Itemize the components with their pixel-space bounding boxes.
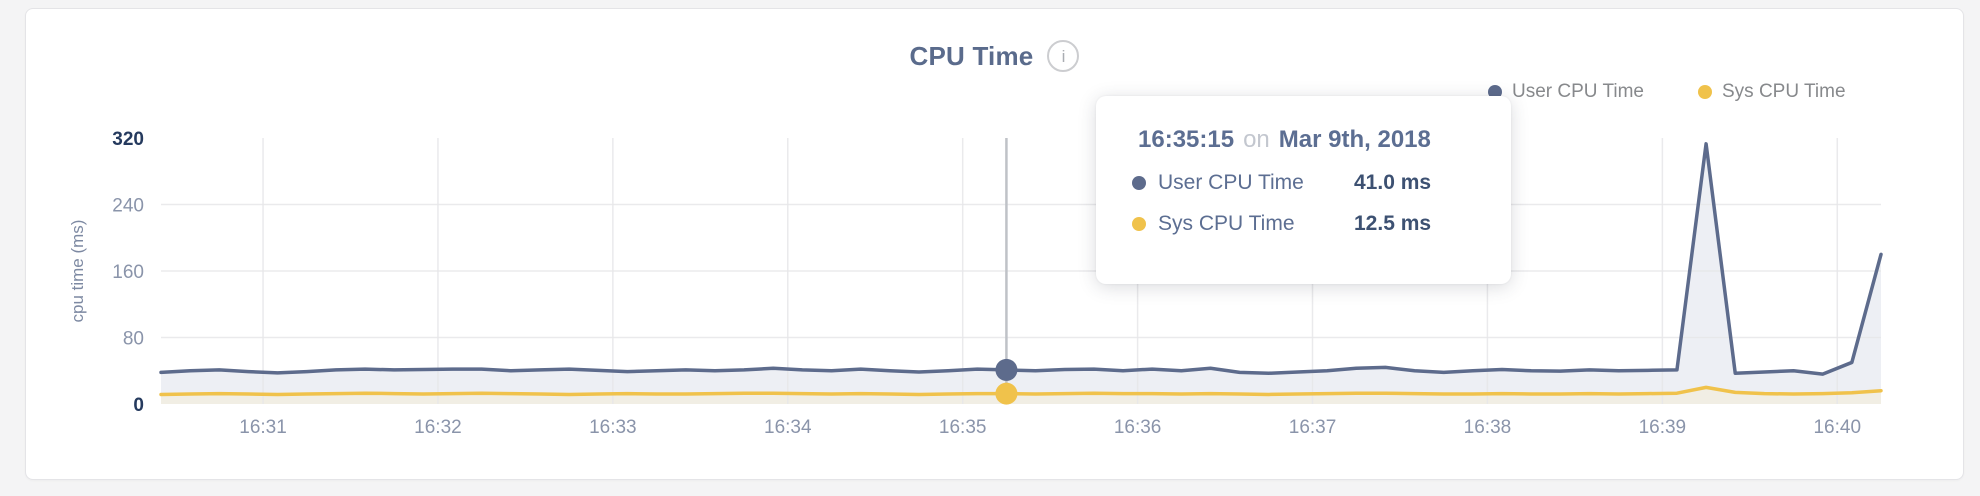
x-tick-label: 16:33 [589, 417, 637, 438]
tooltip-value-sys: 12.5 ms [1354, 212, 1432, 235]
y-tick-label: 320 [112, 129, 144, 150]
series-line-sys [159, 385, 1883, 397]
x-tick-label: 16:34 [764, 417, 812, 438]
y-tick-label: 160 [112, 262, 144, 283]
chart-header: CPU Time i [26, 39, 1963, 73]
tooltip-row-sys: Sys CPU Time 12.5 ms [1132, 212, 1481, 236]
legend-item-user-cpu-time[interactable]: User CPU Time [1488, 81, 1644, 103]
highlight-dot-user [995, 358, 1018, 381]
highlight-dot-sys [995, 382, 1018, 405]
chart-card: CPU Time i User CPU Time Sys CPU Time cp… [25, 8, 1964, 480]
x-tick-label: 16:39 [1639, 417, 1687, 438]
tooltip-label-sys: Sys CPU Time [1158, 212, 1295, 235]
series-line-user [159, 142, 1883, 376]
tooltip-label-user: User CPU Time [1158, 171, 1304, 194]
cpu-time-line-chart[interactable]: 16:31 16:32 16:33 16:34 16:35 16:36 16:37 16:38… [26, 9, 1963, 479]
tooltip-dot-user [1132, 176, 1146, 190]
info-icon-glyph: i [1061, 46, 1066, 66]
x-tick-label: 16:35 [939, 417, 987, 438]
tooltip-dot-sys [1132, 217, 1146, 231]
chart-title: CPU Time [909, 40, 1034, 71]
tooltip-time: 16:35:15 [1138, 126, 1235, 153]
x-tick-label: 16:36 [1114, 417, 1162, 438]
x-tick-label: 16:38 [1464, 417, 1512, 438]
x-tick-label: 16:32 [414, 417, 462, 438]
info-icon[interactable]: i [1047, 40, 1080, 72]
x-tick-label: 16:40 [1813, 417, 1861, 438]
tooltip-date: Mar 9th, 2018 [1278, 126, 1431, 153]
x-tick-label: 16:31 [239, 417, 287, 438]
x-tick-label: 16:37 [1289, 417, 1337, 438]
tooltip-header: 16:35:15 on Mar 9th, 2018 [1138, 126, 1481, 154]
series-area-user [161, 143, 1881, 404]
series-area-sys [161, 387, 1881, 404]
legend-label-user: User CPU Time [1512, 81, 1644, 102]
tooltip-value-user: 41.0 ms [1354, 171, 1432, 194]
tooltip-row-user: User CPU Time 41.0 ms [1132, 171, 1481, 195]
y-tick-label: 80 [123, 329, 144, 350]
chart-tooltip: 16:35:15 on Mar 9th, 2018 User CPU Time … [1096, 96, 1511, 284]
legend-label-sys: Sys CPU Time [1722, 81, 1846, 102]
y-tick-label: 240 [112, 196, 144, 217]
legend-dot-sys [1698, 85, 1712, 99]
y-tick-label: 0 [133, 395, 144, 416]
tooltip-connector: on [1243, 126, 1270, 153]
legend-dot-user [1488, 85, 1502, 99]
legend-item-sys-cpu-time[interactable]: Sys CPU Time [1698, 81, 1846, 103]
